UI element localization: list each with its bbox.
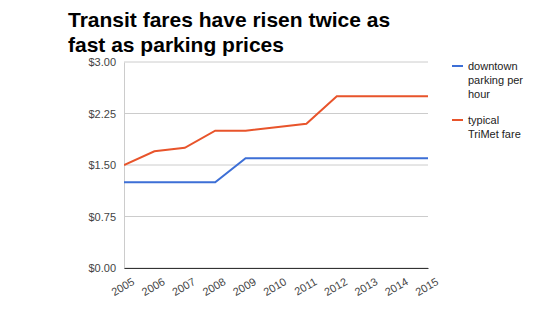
x-tick-label: 2014 [383, 275, 410, 298]
y-tick-label: $0.00 [88, 262, 116, 274]
y-tick: $2.25 [88, 108, 124, 120]
grid [124, 62, 428, 268]
legend: downtownparking perhour typicalTriMet far… [452, 60, 523, 140]
x-axis: 2005200620072008200920102011201220132014… [109, 268, 440, 298]
x-tick: 2005 [109, 268, 136, 298]
x-tick-label: 2011 [292, 275, 318, 297]
y-tick: $1.50 [88, 159, 124, 171]
x-tick-label: 2012 [322, 275, 349, 298]
x-tick: 2009 [231, 268, 258, 298]
grid-line [124, 216, 428, 217]
x-tick-label: 2006 [140, 275, 167, 298]
legend-swatch [452, 119, 463, 121]
x-tick-label: 2005 [109, 275, 136, 298]
chart: Transit fares have risen twice asfast as… [0, 0, 540, 313]
x-tick: 2014 [383, 268, 410, 298]
x-tick-label: 2015 [413, 275, 440, 298]
series-line [124, 158, 428, 182]
x-tick-label: 2010 [261, 275, 288, 298]
x-tick-label: 2009 [231, 275, 258, 298]
grid-line [124, 165, 428, 166]
grid-line [124, 62, 428, 63]
series-line [124, 96, 428, 165]
y-tick: $0.75 [88, 211, 124, 223]
x-axis-line [125, 268, 429, 269]
y-tick: $3.00 [88, 56, 124, 68]
title: Transit fares have risen twice asfast as… [68, 8, 390, 56]
x-tick-label: 2008 [200, 275, 227, 298]
legend-label: typicalTriMet fare [468, 114, 521, 140]
y-tick-label: $3.00 [88, 56, 116, 68]
y-tick-label: $0.75 [88, 211, 116, 223]
x-tick: 2008 [200, 268, 227, 298]
x-tick-label: 2007 [170, 275, 197, 298]
grid-line [124, 268, 428, 269]
y-tick-label: $1.50 [88, 159, 116, 171]
legend-label: downtownparking perhour [468, 60, 523, 100]
y-tick-label: $2.25 [88, 108, 116, 120]
x-tick: 2012 [322, 268, 349, 298]
x-tick: 2010 [261, 268, 288, 298]
y-axis: $0.00 $0.75 $1.50 $2.25 $3.00 [88, 56, 124, 274]
x-tick-label: 2013 [352, 275, 379, 298]
x-tick: 2006 [140, 268, 167, 298]
grid-line [124, 113, 428, 114]
x-tick: 2007 [170, 268, 197, 298]
legend-swatch [452, 65, 463, 67]
y-tick: $0.00 [88, 262, 124, 274]
x-tick: 2015 [413, 268, 440, 298]
x-tick: 2011 [292, 268, 318, 298]
series-group [124, 96, 428, 182]
x-tick: 2013 [352, 268, 379, 298]
